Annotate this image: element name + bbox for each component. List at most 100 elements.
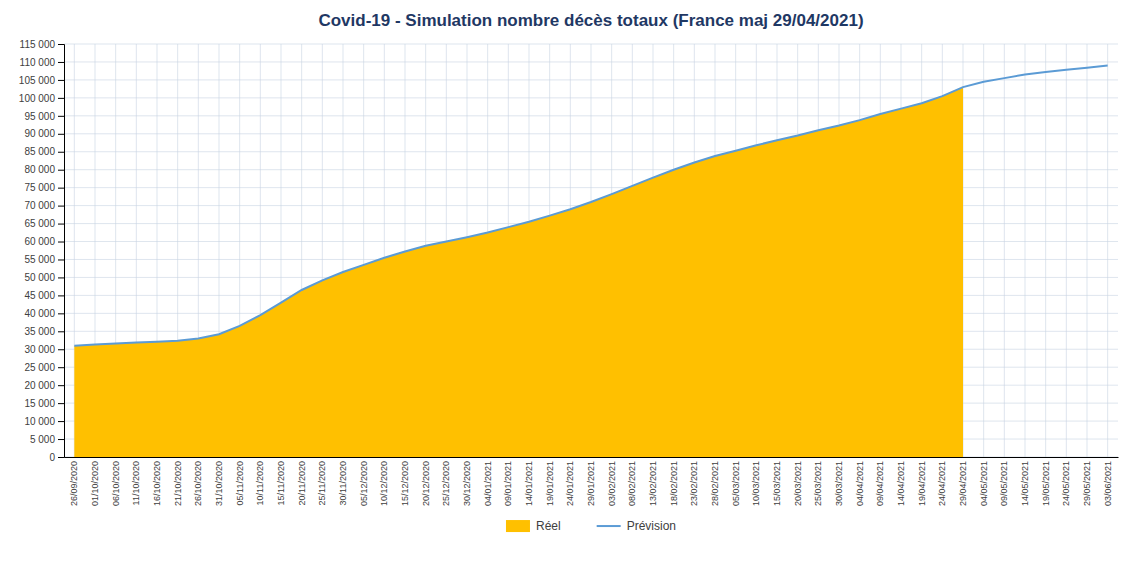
y-tick: 5 000: [30, 434, 64, 445]
y-tick-label: 60 000: [24, 236, 55, 247]
y-tick: 10 000: [24, 416, 64, 427]
x-grid-line: [1025, 44, 1026, 457]
x-tick-label: 25/03/2021: [813, 461, 823, 506]
y-tick-label: 95 000: [24, 111, 55, 122]
y-tick: 40 000: [24, 308, 64, 319]
y-tick-label: 10 000: [24, 416, 55, 427]
x-tick-label: 25/12/2020: [441, 461, 451, 506]
x-tick: 30/03/2021: [834, 457, 844, 506]
legend-swatch: [506, 520, 530, 532]
x-tick-label: 09/01/2021: [503, 461, 513, 506]
y-tick-mark: [58, 295, 64, 296]
x-tick: 10/12/2020: [379, 457, 389, 506]
y-tick-label: 85 000: [24, 146, 55, 157]
y-tick-label: 55 000: [24, 254, 55, 265]
x-tick-label: 24/04/2021: [937, 461, 947, 506]
y-tick-mark: [58, 44, 64, 45]
y-tick-label: 90 000: [24, 128, 55, 139]
x-tick-label: 23/02/2021: [689, 461, 699, 506]
y-tick-label: 80 000: [24, 164, 55, 175]
y-tick: 90 000: [24, 128, 64, 139]
x-tick-label: 14/01/2021: [524, 461, 534, 506]
x-tick: 10/03/2021: [751, 457, 761, 506]
x-tick: 24/01/2021: [565, 457, 575, 506]
x-tick: 11/10/2020: [131, 457, 141, 505]
x-tick-label: 30/03/2021: [834, 461, 844, 506]
y-tick-label: 20 000: [24, 380, 55, 391]
x-tick: 09/01/2021: [503, 457, 513, 506]
x-tick: 29/04/2021: [958, 457, 968, 506]
x-tick-label: 20/12/2020: [421, 461, 431, 506]
x-tick-label: 18/02/2021: [669, 461, 679, 506]
x-tick-label: 29/05/2021: [1082, 461, 1092, 506]
x-tick: 19/05/2021: [1041, 457, 1051, 506]
x-tick-label: 24/01/2021: [565, 461, 575, 506]
y-tick-mark: [58, 259, 64, 260]
y-tick: 115 000: [20, 39, 64, 50]
x-tick: 25/12/2020: [441, 457, 451, 506]
plot-area: 05 00010 00015 00020 00025 00030 00035 0…: [19, 39, 1119, 506]
y-tick: 85 000: [24, 146, 64, 157]
x-tick: 14/05/2021: [1020, 457, 1030, 506]
legend-item: Réel: [506, 519, 561, 533]
x-tick: 21/10/2020: [173, 457, 183, 506]
y-tick-label: 100 000: [19, 93, 56, 104]
x-tick: 04/01/2021: [483, 457, 493, 506]
y-tick-label: 25 000: [24, 362, 55, 373]
chart-container: Covid-19 - Simulation nombre décès totau…: [0, 0, 1142, 567]
y-tick-label: 15 000: [24, 398, 55, 409]
x-grid-line: [1107, 44, 1108, 457]
y-tick: 95 000: [24, 111, 64, 122]
x-tick-label: 14/05/2021: [1020, 461, 1030, 506]
x-tick: 04/05/2021: [979, 457, 989, 506]
y-tick-mark: [58, 349, 64, 350]
y-tick: 55 000: [24, 254, 64, 265]
y-tick: 80 000: [24, 164, 64, 175]
y-tick: 60 000: [24, 236, 64, 247]
x-tick-label: 29/01/2021: [586, 461, 596, 506]
x-tick-label: 11/10/2020: [131, 461, 141, 505]
y-tick-label: 5 000: [30, 434, 55, 445]
x-tick: 18/02/2021: [669, 457, 679, 506]
x-tick-label: 05/11/2020: [235, 461, 245, 505]
x-tick-label: 19/01/2021: [545, 461, 555, 506]
y-tick: 100 000: [19, 93, 64, 104]
y-tick-label: 35 000: [24, 326, 55, 337]
y-tick-mark: [58, 170, 64, 171]
x-tick-label: 10/12/2020: [379, 461, 389, 506]
x-tick-label: 04/01/2021: [483, 461, 493, 506]
area: [74, 87, 963, 457]
x-tick: 05/03/2021: [731, 457, 741, 506]
y-tick: 0: [49, 452, 64, 463]
title: Covid-19 - Simulation nombre décès totau…: [318, 11, 863, 30]
x-tick: 14/01/2021: [524, 457, 534, 506]
y-tick-label: 105 000: [19, 75, 56, 86]
y-tick: 105 000: [19, 75, 64, 86]
x-tick-label: 19/04/2021: [917, 461, 927, 506]
x-tick-label: 29/04/2021: [958, 461, 968, 506]
chart-svg: Covid-19 - Simulation nombre décès totau…: [0, 0, 1142, 567]
y-tick-mark: [58, 62, 64, 63]
y-tick-mark: [58, 403, 64, 404]
y-tick-mark: [58, 277, 64, 278]
x-tick: 03/06/2021: [1103, 457, 1113, 506]
y-tick: 65 000: [24, 218, 64, 229]
x-grid-line: [1004, 44, 1005, 457]
y-tick-label: 75 000: [24, 182, 55, 193]
x-axis: 26/09/202001/10/202006/10/202011/10/2020…: [65, 457, 1119, 506]
y-axis: 05 00010 00015 00020 00025 00030 00035 0…: [19, 39, 65, 463]
x-tick-label: 24/05/2021: [1061, 461, 1071, 506]
y-tick-mark: [58, 224, 64, 225]
x-tick-label: 25/11/2020: [317, 461, 327, 505]
x-tick: 04/04/2021: [855, 457, 865, 506]
x-tick-label: 04/05/2021: [979, 461, 989, 506]
y-tick: 35 000: [24, 326, 64, 337]
marks: [74, 66, 1107, 457]
x-tick: 20/11/2020: [297, 457, 307, 505]
y-tick: 50 000: [24, 272, 64, 283]
x-tick-label: 20/03/2021: [793, 461, 803, 506]
x-tick-label: 05/03/2021: [731, 461, 741, 506]
y-tick: 15 000: [24, 398, 64, 409]
y-tick-mark: [58, 313, 64, 314]
x-tick-label: 26/09/2020: [69, 461, 79, 506]
